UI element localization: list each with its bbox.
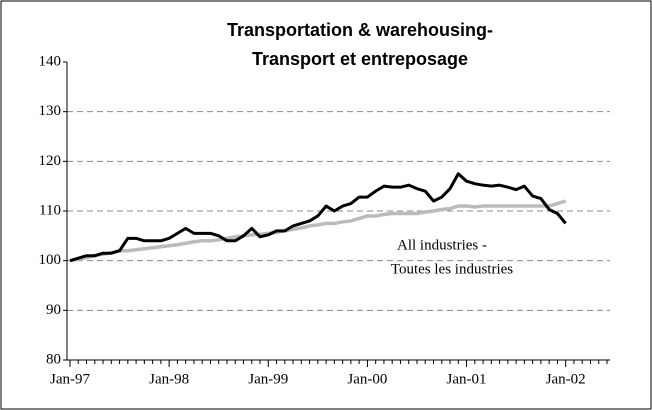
x-tick-label: Jan-02: [546, 371, 586, 387]
x-tick-label: Jan-00: [347, 371, 387, 387]
x-tick-label: Jan-97: [50, 371, 90, 387]
y-tick-label: 120: [39, 153, 62, 169]
series-line: [69, 199, 567, 263]
x-tick-label: Jan-98: [149, 371, 189, 387]
chart-title: Transportation & warehousing-: [227, 20, 493, 40]
y-tick-label: 140: [39, 53, 62, 69]
x-tick-label: Jan-01: [447, 371, 487, 387]
y-tick-label: 130: [39, 103, 62, 119]
x-tick-label: Jan-99: [248, 371, 288, 387]
annotation: Toutes les industries: [391, 261, 513, 277]
chart-title: Transport et entreposage: [252, 49, 468, 69]
y-tick-label: 100: [39, 252, 62, 268]
y-tick-label: 90: [46, 302, 61, 318]
y-tick-label: 80: [46, 351, 61, 367]
annotation: All industries -: [397, 237, 487, 253]
series-line: [69, 172, 567, 263]
y-tick-label: 110: [39, 202, 61, 218]
